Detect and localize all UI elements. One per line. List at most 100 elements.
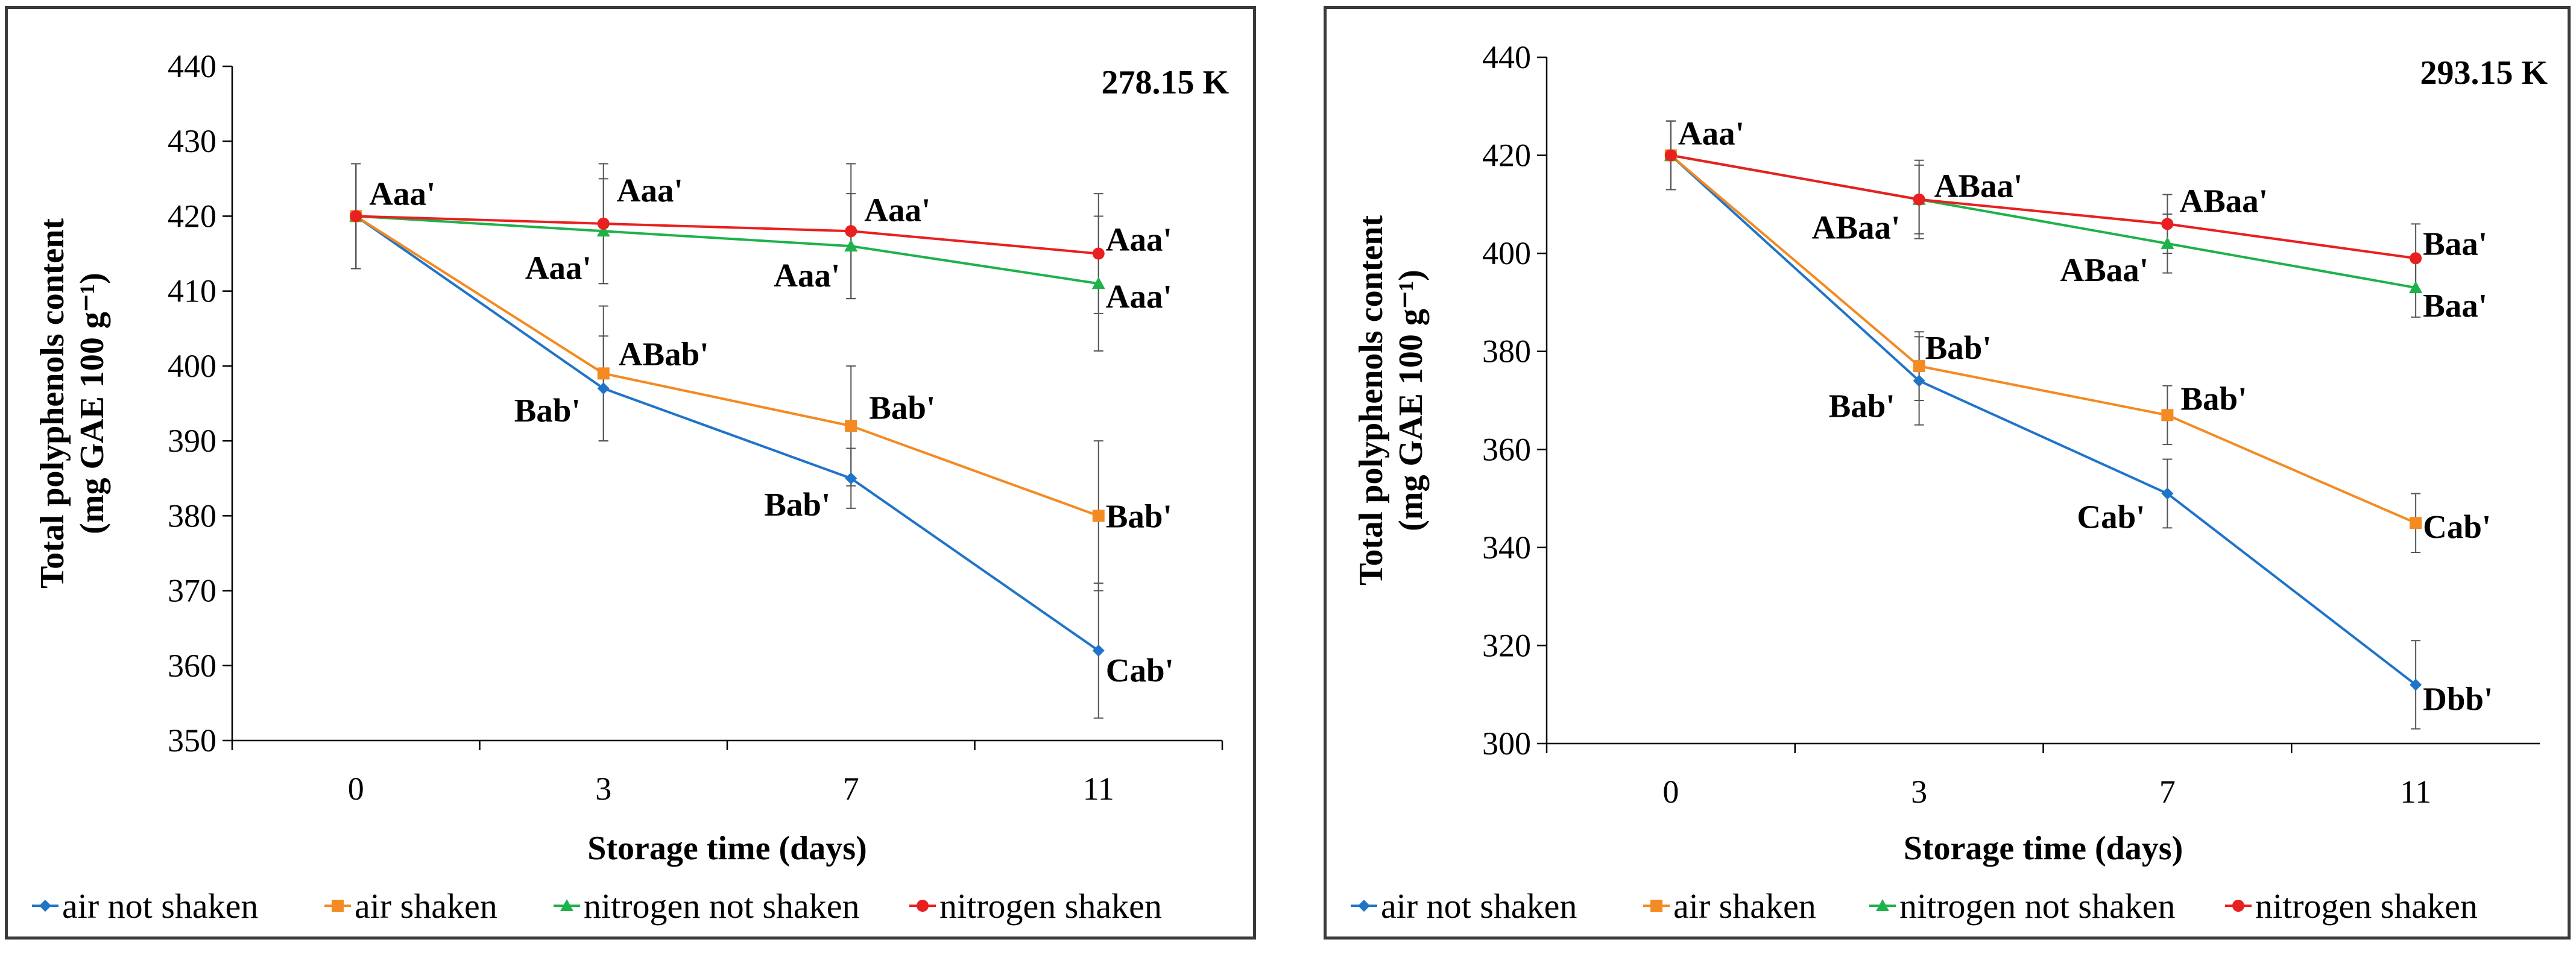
data-point-nitrogen-shaken [2161,218,2174,230]
data-label: ABaa' [1812,209,1901,246]
legend-marker [1358,900,1370,912]
data-label: Aaa' [774,257,840,294]
series-air-not-shaken [351,163,1103,719]
x-tick-label: 0 [1662,774,1679,810]
legend-entry-air-not-shaken: air not shaken [32,886,258,926]
data-label: Bab' [869,389,935,426]
y-tick-label: 430 [168,123,216,159]
x-tick-label: 3 [595,771,611,807]
legend-label: nitrogen not shaken [1899,886,2175,926]
x-axis-label: Storage time (days) [1904,830,2183,867]
data-point-nitrogen-shaken [1664,149,1677,162]
y-tick-label: 300 [1482,725,1531,762]
y-tick-label: 370 [168,573,216,609]
x-axis-label: Storage time (days) [587,830,867,867]
data-label: Aaa' [1106,278,1172,315]
data-label: Bab' [1106,497,1172,534]
chart-title: 293.15 K [2420,54,2548,92]
data-label: Aaa' [617,172,683,209]
legend-label: air shaken [1673,886,1816,926]
legend-marker [1650,900,1662,912]
legend-entry-air-not-shaken: air not shaken [1351,886,1577,926]
chart-panel-293k: 300 320 340 360 380 400 420 440 0 3 7 11 293.15 K Sto… [1324,6,2571,940]
x-tick-label: 3 [1911,774,1927,810]
legend-entry-nitrogen-shaken: nitrogen shaken [909,886,1162,926]
x-tick-label: 11 [1083,771,1114,807]
y-axis-units-label: (mg GAE 100 g⁻¹) [1392,270,1430,531]
y-axis-label: Total polyphenols content [34,218,71,589]
data-label: Aaa' [1106,221,1172,258]
data-label: Bab' [1925,329,1992,366]
legend-marker [2232,900,2244,912]
y-tick-label: 360 [168,648,216,684]
x-tick-label: 7 [843,771,859,807]
legend-marker [560,899,573,911]
chart-panel-278k: 350 360 370 380 390 400 410 420 430 440 0 3 7 11 278.1… [5,6,1256,940]
data-point-air-not-shaken [1913,374,1925,387]
data-label: Aaa' [1678,115,1744,152]
data-label: ABaa' [1934,168,2023,204]
series-line-nitrogen-shaken [356,215,1099,255]
chart-278k: 350 360 370 380 390 400 410 420 430 440 0 3 7 11 278.1… [32,48,1229,926]
chart-293k: 300 320 340 360 380 400 420 440 0 3 7 11 293.15 K Sto… [1351,39,2548,926]
legend-entry-nitrogen-not-shaken: nitrogen not shaken [554,886,859,926]
data-point-air-not-shaken [2410,678,2422,691]
legend-label: nitrogen not shaken [584,886,859,926]
legend-label: nitrogen shaken [2255,886,2478,926]
data-label: Bab' [514,392,581,429]
y-tick-label: 350 [168,722,216,759]
data-point-air-shaken [597,367,610,380]
legend-label: nitrogen shaken [939,886,1162,926]
data-label: Bab' [764,486,830,523]
data-point-nitrogen-shaken [1913,193,1925,206]
y-tick-label: 380 [168,497,216,534]
series-line-air-shaken [1670,154,2416,525]
data-point-air-not-shaken [2161,487,2174,500]
data-label: Cab' [2077,498,2145,535]
data-label: Baa' [2423,225,2487,262]
chart-title: 278.15 K [1101,64,1229,101]
legend-marker [332,900,344,912]
data-point-air-shaken [845,420,857,432]
legend-marker [917,900,929,912]
y-tick-label: 390 [168,423,216,459]
data-label: Cab' [2423,508,2491,545]
data-label: Aaa' [864,191,930,228]
data-label: Dbb' [2423,680,2493,717]
data-point-nitrogen-shaken [350,210,362,223]
series-nitrogen-shaken [1665,120,2421,294]
y-tick-label: 400 [1482,235,1531,271]
series-line-nitrogen-shaken [1670,154,2416,260]
data-point-air-shaken [2410,517,2422,529]
data-point-air-not-shaken [597,382,610,395]
series-line-nitrogen-not-shaken [356,215,1099,285]
y-tick-label: 340 [1482,529,1531,566]
data-point-air-shaken [1913,360,1925,373]
legend-label: air not shaken [1381,886,1577,926]
y-tick-label: 440 [1482,39,1531,75]
data-point-air-shaken [2161,409,2174,422]
legend-entry-nitrogen-shaken: nitrogen shaken [2225,886,2478,926]
data-point-air-not-shaken [1092,644,1105,657]
data-point-air-not-shaken [845,472,857,485]
data-label: Aaa' [369,175,435,212]
data-point-nitrogen-not-shaken [2161,236,2174,249]
legend-marker [1876,899,1889,911]
y-tick-label: 420 [168,198,216,234]
series-line-air-not-shaken [355,215,1099,652]
data-point-nitrogen-not-shaken [844,239,858,252]
legend-label: air shaken [355,886,497,926]
x-tick-label: 7 [2159,774,2176,810]
series-line-air-not-shaken [1670,154,2417,686]
y-tick-label: 400 [168,348,216,384]
x-tick-label: 11 [2400,774,2431,810]
data-label: Bab' [2180,380,2247,417]
y-tick-label: 360 [1482,431,1531,467]
legend-entry-air-shaken: air shaken [1643,886,1816,926]
y-tick-label: 410 [168,273,216,309]
data-point-nitrogen-not-shaken [596,224,610,237]
legend-marker [39,900,51,912]
y-axis-label: Total polyphenols content [1353,215,1390,586]
data-point-nitrogen-shaken [845,225,857,238]
x-tick-label: 0 [348,771,364,807]
